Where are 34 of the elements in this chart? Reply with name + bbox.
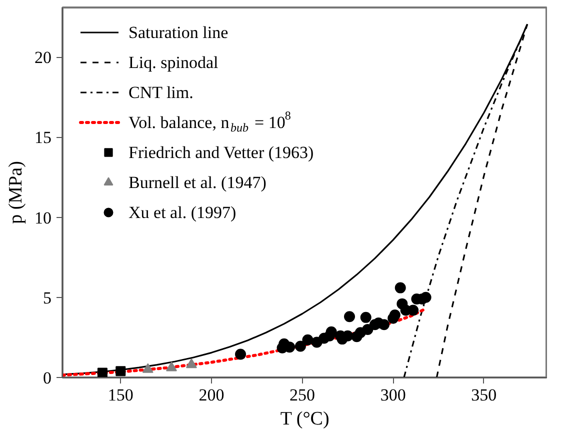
point (186, 358, 197, 368)
legend-label: Burnell et al. (1947) (128, 173, 266, 192)
point (344, 311, 356, 322)
legend-label: CNT lim. (128, 83, 194, 102)
x-tick-label: 200 (198, 386, 224, 404)
point (362, 324, 374, 335)
x-axis-title: T (°C) (280, 408, 330, 430)
point (378, 319, 390, 330)
legend-label: Friedrich and Vetter (1963) (128, 143, 314, 162)
y-axis-title: p (MPa) (6, 161, 26, 224)
y-tick-label: 15 (34, 128, 52, 148)
y-tick-label: 0 (43, 368, 52, 388)
point (360, 312, 372, 323)
point (142, 363, 154, 373)
y-tick-label: 20 (34, 48, 52, 68)
legend-label: Liq. spinodal (128, 53, 218, 72)
x-tick-label: 350 (471, 386, 497, 404)
x-tick-label: 150 (108, 386, 134, 404)
point (235, 348, 246, 360)
y-tick-label: 5 (43, 288, 52, 308)
point (389, 310, 400, 321)
x-tick-label: 250 (290, 386, 316, 404)
legend-label: Xu et al. (1997) (128, 203, 236, 222)
point (408, 304, 419, 316)
point (97, 368, 108, 378)
point (166, 362, 177, 372)
point (116, 366, 126, 376)
y-tick-label: 10 (34, 208, 52, 228)
x-tick-label: 300 (380, 386, 406, 404)
point (394, 282, 406, 294)
point (302, 334, 314, 346)
point (294, 340, 306, 352)
legend-label: Saturation line (128, 23, 228, 42)
point (420, 292, 432, 303)
